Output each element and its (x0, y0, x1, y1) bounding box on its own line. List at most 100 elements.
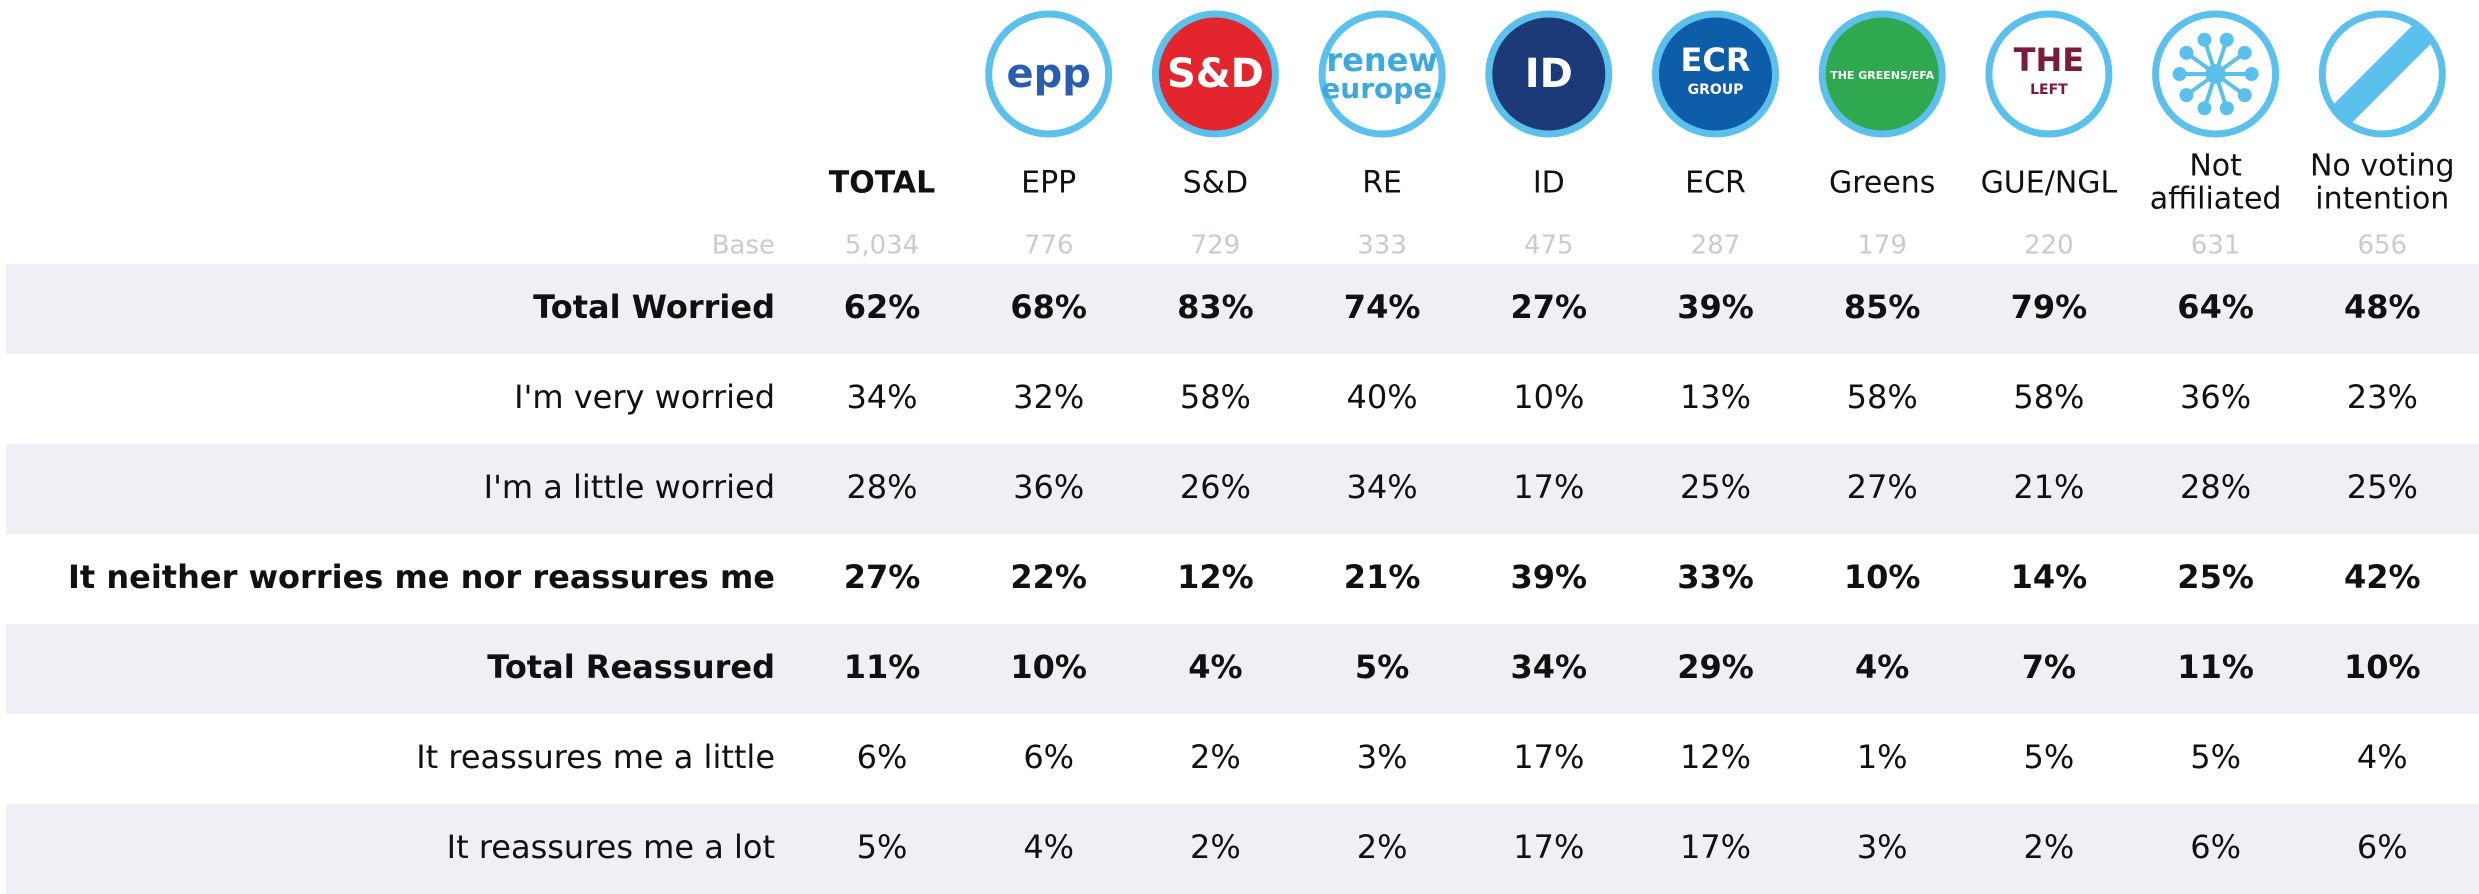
logo-text: LEFT (2030, 82, 2068, 98)
logo-text: renew (1326, 41, 1438, 79)
cell: 23% (2347, 378, 2418, 416)
cell: 13% (1680, 378, 1751, 416)
row-stripe (6, 624, 2479, 714)
row-label: It reassures me a lot (447, 828, 775, 866)
cell: 58% (2013, 378, 2084, 416)
cell: 6% (2357, 828, 2408, 866)
cell: 74% (1344, 288, 1421, 326)
cell: 79% (2011, 288, 2088, 326)
cell: 10% (1844, 558, 1921, 596)
column-header: RE (1362, 166, 1402, 201)
cell: 48% (2344, 288, 2421, 326)
column-header: Not (2189, 149, 2242, 184)
column-header: ECR (1685, 166, 1746, 201)
cell: 27% (1847, 468, 1918, 506)
cell: 21% (2013, 468, 2084, 506)
cell: 34% (1347, 468, 1418, 506)
cell: 1% (1857, 738, 1908, 776)
cell: 2% (2024, 828, 2075, 866)
base-value: 475 (1524, 231, 1574, 261)
icon-dot (2179, 45, 2194, 60)
base-value: 5,034 (845, 231, 919, 261)
cell: 12% (1177, 558, 1254, 596)
icon-core (2205, 64, 2226, 84)
logo-text: THE (2014, 41, 2084, 79)
cell: 4% (1023, 828, 1074, 866)
base-value: 656 (2357, 231, 2407, 261)
cell: 2% (1357, 828, 1408, 866)
icon-dot (2219, 101, 2234, 116)
base-value: 287 (1691, 231, 1741, 261)
row-label: I'm very worried (514, 378, 775, 416)
row-stripe (6, 444, 2479, 534)
column-header: No voting (2310, 149, 2455, 184)
cell: 22% (1010, 558, 1087, 596)
icon-dot (2179, 88, 2194, 103)
column-header: TOTAL (829, 166, 935, 201)
cell: 5% (857, 828, 908, 866)
cell: 26% (1180, 468, 1251, 506)
row-label: Total Worried (533, 288, 775, 326)
base-label: Base (712, 231, 775, 261)
icon-dot (2237, 88, 2252, 103)
cell: 14% (2011, 558, 2088, 596)
column-header: intention (2315, 182, 2449, 217)
base-value: 333 (1357, 231, 1407, 261)
column-header: Greens (1829, 166, 1935, 201)
logo-text: ID (1525, 51, 1573, 97)
column-header: affiliated (2150, 182, 2282, 217)
cell: 34% (846, 378, 917, 416)
logo-text: GROUP (1688, 82, 1744, 98)
cell: 17% (1513, 738, 1584, 776)
cell: 28% (846, 468, 917, 506)
cell: 11% (844, 648, 921, 686)
cell: 83% (1177, 288, 1254, 326)
cell: 6% (2190, 828, 2241, 866)
cell: 62% (844, 288, 921, 326)
base-value: 776 (1024, 231, 1074, 261)
row-label: It neither worries me nor reassures me (68, 558, 775, 596)
party-logo (1318, 10, 1446, 138)
base-value: 631 (2191, 231, 2241, 261)
column-header: S&D (1183, 166, 1249, 201)
icon-dot (2197, 101, 2212, 116)
cell: 4% (1188, 648, 1242, 686)
cell: 25% (2177, 558, 2254, 596)
row-label: Total Reassured (487, 648, 775, 686)
party-logo (985, 10, 1113, 138)
row-stripe (6, 264, 2479, 354)
cell: 58% (1847, 378, 1918, 416)
column-header: EPP (1021, 166, 1076, 201)
row-label: I'm a little worried (484, 468, 775, 506)
cell: 32% (1013, 378, 1084, 416)
icon-dot (2244, 67, 2259, 81)
party-logo (1985, 10, 2113, 138)
cell: 6% (1023, 738, 1074, 776)
cell: 17% (1513, 828, 1584, 866)
cell: 10% (1513, 378, 1584, 416)
cell: 25% (1680, 468, 1751, 506)
logo-text: THE GREENS/EFA (1830, 69, 1934, 82)
icon-dot (2219, 32, 2234, 47)
cell: 68% (1010, 288, 1087, 326)
column-header: ID (1533, 166, 1565, 201)
column-header: GUE/NGL (1981, 166, 2118, 201)
icon-dot (2172, 67, 2187, 81)
cell: 2% (1190, 828, 1241, 866)
cell: 11% (2177, 648, 2254, 686)
cell: 3% (1857, 828, 1908, 866)
cell: 5% (2024, 738, 2075, 776)
cell: 27% (844, 558, 921, 596)
party-logo (1818, 10, 1946, 138)
cell: 5% (1355, 648, 1409, 686)
cell: 12% (1680, 738, 1751, 776)
cell: 27% (1511, 288, 1588, 326)
cell: 7% (2022, 648, 2076, 686)
row-stripe (6, 804, 2479, 894)
cell: 36% (1013, 468, 1084, 506)
row-label: It reassures me a little (416, 738, 775, 776)
cell: 40% (1347, 378, 1418, 416)
cell: 10% (1010, 648, 1087, 686)
party-logo (1151, 10, 1279, 138)
